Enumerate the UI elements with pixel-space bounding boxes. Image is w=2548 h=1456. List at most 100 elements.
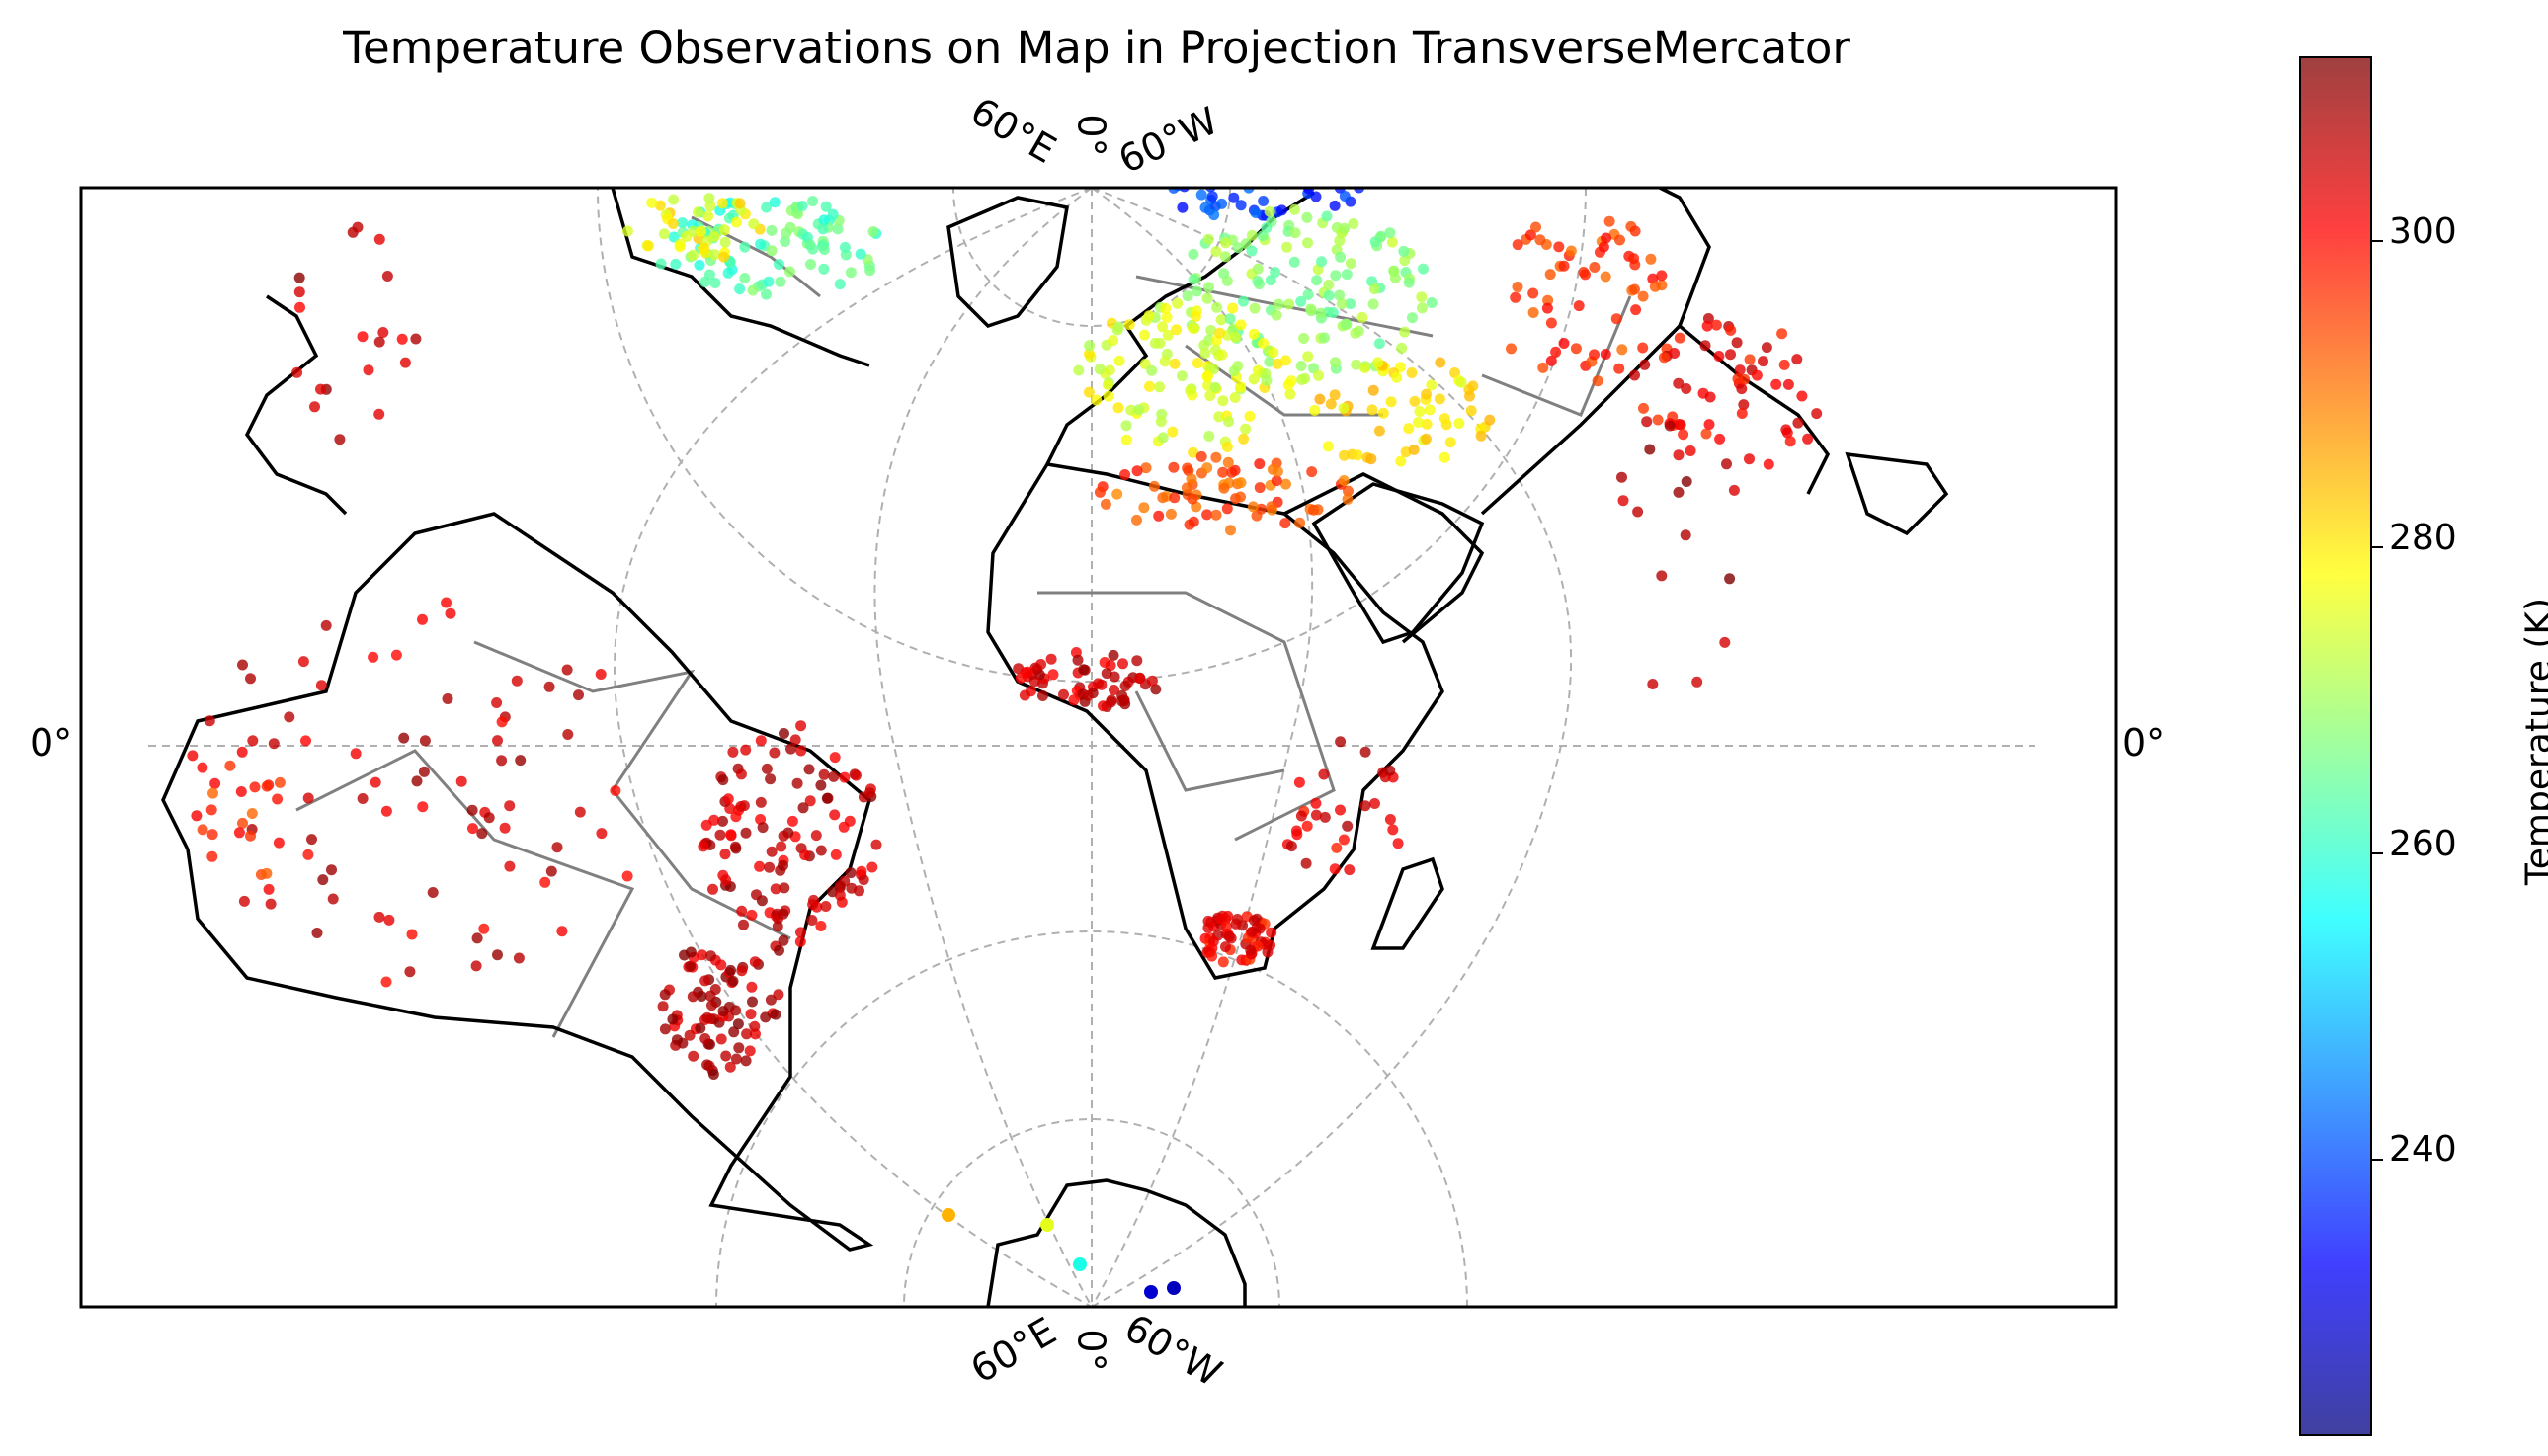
colorbar-label: Temperature (K) <box>2518 597 2548 886</box>
colorbar <box>2299 56 2383 1436</box>
observation-point <box>794 936 806 947</box>
observation-point <box>1221 503 1233 515</box>
observation-point <box>1512 239 1523 251</box>
observation-point <box>411 775 423 787</box>
observation-point <box>1359 363 1371 373</box>
observation-point <box>738 919 749 930</box>
observation-point <box>1638 402 1649 414</box>
observation-point <box>1250 207 1262 219</box>
observation-point <box>806 915 818 926</box>
observation-point <box>1134 673 1146 685</box>
observation-point <box>727 975 739 987</box>
observation-point <box>1220 941 1231 953</box>
observation-point <box>797 802 809 814</box>
observation-point <box>1289 203 1300 215</box>
observation-point <box>327 893 339 905</box>
observation-point <box>476 828 488 840</box>
observation-point <box>1219 251 1231 263</box>
observation-point <box>1598 241 1609 253</box>
observation-point <box>1325 398 1337 410</box>
observation-point <box>291 366 303 378</box>
observation-point <box>1131 465 1143 477</box>
observation-point <box>1434 393 1445 405</box>
observation-point <box>1616 471 1627 483</box>
observation-point <box>1340 318 1352 330</box>
observation-point <box>677 217 689 229</box>
observation-point <box>844 815 856 827</box>
observation-point <box>694 259 705 271</box>
observation-point <box>1725 324 1737 336</box>
observation-point <box>778 830 789 842</box>
observation-point <box>776 841 787 852</box>
observation-point <box>1290 825 1302 837</box>
observation-point <box>815 779 827 791</box>
observation-point <box>839 771 851 783</box>
observation-point <box>805 259 816 270</box>
observation-point <box>1225 525 1236 536</box>
observation-point <box>315 383 326 395</box>
observation-point <box>1123 319 1135 331</box>
observation-point <box>1734 364 1746 376</box>
observation-point <box>1266 927 1277 938</box>
observation-point <box>427 887 439 898</box>
observation-point <box>1265 275 1276 286</box>
observation-point <box>1154 381 1166 393</box>
observation-point <box>1216 198 1228 209</box>
observation-point <box>1416 291 1428 303</box>
observation-point <box>268 738 280 750</box>
observation-point <box>1187 493 1198 505</box>
observation-point <box>1339 191 1351 202</box>
observation-point <box>315 680 327 691</box>
observation-point <box>1395 455 1407 467</box>
observation-point <box>1318 768 1330 780</box>
observation-point <box>1171 324 1183 336</box>
observation-point <box>1117 658 1128 670</box>
observation-point <box>492 949 503 961</box>
observation-point <box>739 273 751 283</box>
observation-point <box>1272 465 1283 477</box>
observation-point <box>1669 348 1681 359</box>
observation-point <box>1146 675 1158 687</box>
observation-point <box>1632 506 1644 518</box>
observation-point <box>377 327 389 338</box>
observation-point <box>1644 444 1656 455</box>
observation-point <box>1217 395 1229 407</box>
observation-point <box>1224 313 1236 325</box>
observation-point <box>761 763 773 774</box>
observation-point <box>724 1061 736 1073</box>
observation-point <box>499 822 511 834</box>
observation-point <box>1167 426 1179 438</box>
observation-point <box>728 1026 740 1038</box>
observation-point <box>1115 695 1127 707</box>
observation-point <box>1306 466 1318 478</box>
observation-point <box>545 865 557 877</box>
observation-point <box>693 206 703 218</box>
observation-point <box>1603 215 1615 227</box>
observation-point <box>470 960 482 972</box>
observation-point <box>1258 338 1269 349</box>
observation-point <box>718 251 730 263</box>
observation-point <box>1238 433 1250 445</box>
observation-point <box>799 849 811 861</box>
observation-point <box>610 785 621 796</box>
observation-point <box>730 1005 742 1016</box>
observation-point <box>368 651 379 663</box>
observation-point <box>483 812 495 824</box>
observation-point <box>1403 423 1415 435</box>
observation-point <box>820 901 832 912</box>
observation-point <box>705 950 716 962</box>
observation-point <box>744 1045 756 1057</box>
observation-point <box>1524 229 1536 241</box>
observation-point <box>1264 356 1275 367</box>
observation-point <box>1645 253 1657 265</box>
observation-point <box>1464 390 1475 402</box>
observation-point <box>539 876 551 888</box>
observation-point <box>515 755 527 767</box>
observation-point <box>309 401 320 413</box>
observation-point <box>1310 797 1322 809</box>
observation-point <box>1203 282 1214 293</box>
observation-point <box>1302 351 1314 363</box>
observation-point <box>1222 456 1234 468</box>
observation-point <box>1131 655 1143 667</box>
observation-point <box>1725 349 1736 361</box>
